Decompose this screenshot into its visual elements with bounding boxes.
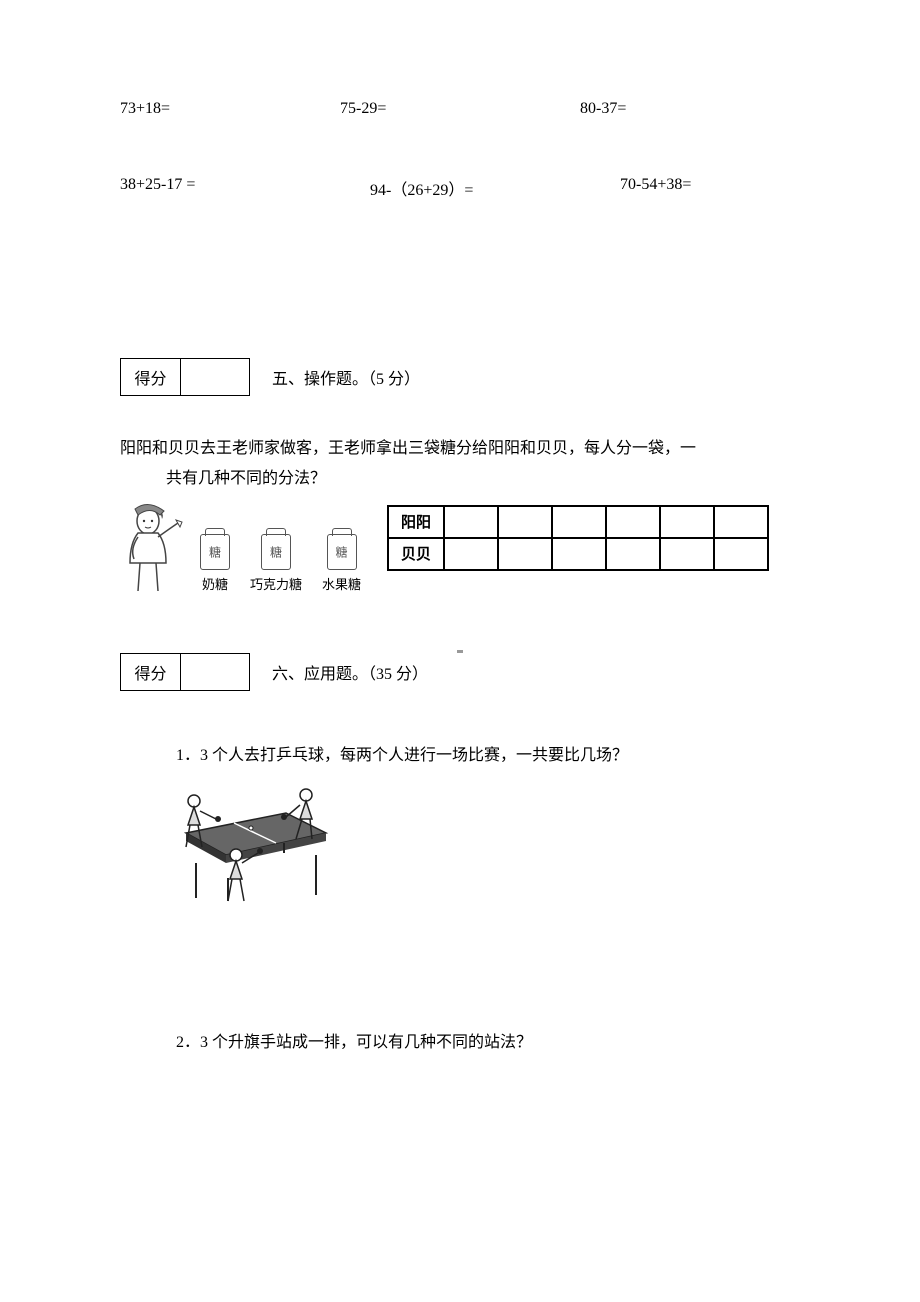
table-cell[interactable] <box>714 506 768 538</box>
teacher-icon <box>120 503 190 593</box>
section-5-title: 五、操作题。（5 分） <box>272 365 420 389</box>
candy-bag-icon: 糖 <box>261 534 291 570</box>
equations-row-2: 38+25-17 = 94-（26+29）= 70-54+38= <box>120 176 800 200</box>
table-cell[interactable] <box>444 538 498 570</box>
candy-item: 糖 水果糖 <box>322 534 361 593</box>
equation: 70-54+38= <box>620 176 691 200</box>
q5-answer-table: 阳阳 贝贝 <box>387 505 769 571</box>
section-5-header: 得分 五、操作题。（5 分） <box>120 358 800 396</box>
equations-row-1: 73+18= 75-29= 80-37= <box>120 100 800 118</box>
table-cell[interactable] <box>498 506 552 538</box>
q6-2-text: 2．3 个升旗手站成一排，可以有几种不同的站法？ <box>176 1028 800 1052</box>
candy-label: 奶糖 <box>202 574 228 593</box>
q5-text-line1: 阳阳和贝贝去王老师家做客，王老师拿出三袋糖分给阳阳和贝贝，每人分一袋，一 <box>120 440 696 457</box>
score-label: 得分 <box>121 654 181 690</box>
table-cell[interactable] <box>606 538 660 570</box>
row-header: 贝贝 <box>388 538 444 570</box>
section-6-header: 得分 六、应用题。（35 分） <box>120 653 800 691</box>
q5-text-line2: 共有几种不同的分法？ <box>120 464 800 494</box>
score-blank[interactable] <box>181 654 249 690</box>
candy-bag-icon: 糖 <box>327 534 357 570</box>
equation: 38+25-17 = <box>120 176 370 200</box>
candy-item: 糖 奶糖 <box>200 534 230 593</box>
teacher-candy-graphic: 糖 奶糖 糖 巧克力糖 糖 水果糖 <box>120 503 361 593</box>
table-cell[interactable] <box>714 538 768 570</box>
equation: 75-29= <box>340 100 580 118</box>
row-header: 阳阳 <box>388 506 444 538</box>
candy-group: 糖 奶糖 糖 巧克力糖 糖 水果糖 <box>200 534 361 593</box>
score-label: 得分 <box>121 359 181 395</box>
table-cell[interactable] <box>660 538 714 570</box>
candy-item: 糖 巧克力糖 <box>250 534 302 593</box>
candy-label: 巧克力糖 <box>250 574 302 593</box>
pingpong-icon <box>176 783 336 903</box>
score-box: 得分 <box>120 653 250 691</box>
page-mark-icon <box>457 650 463 653</box>
candy-bag-icon: 糖 <box>200 534 230 570</box>
table-cell[interactable] <box>552 538 606 570</box>
table-cell[interactable] <box>606 506 660 538</box>
table-cell[interactable] <box>498 538 552 570</box>
section-6-title: 六、应用题。（35 分） <box>272 660 428 684</box>
score-blank[interactable] <box>181 359 249 395</box>
table-cell[interactable] <box>444 506 498 538</box>
candy-label: 水果糖 <box>322 574 361 593</box>
table-cell[interactable] <box>552 506 606 538</box>
q5-graphic-row: 糖 奶糖 糖 巧克力糖 糖 水果糖 阳阳 贝贝 <box>120 503 800 593</box>
table-row: 贝贝 <box>388 538 768 570</box>
q6-1-text: 1．3 个人去打乒乓球，每两个人进行一场比赛，一共要比几场？ <box>176 741 800 765</box>
equation: 94-（26+29）= <box>370 176 620 200</box>
table-row: 阳阳 <box>388 506 768 538</box>
equation: 73+18= <box>120 100 340 118</box>
equation: 80-37= <box>580 100 626 118</box>
score-box: 得分 <box>120 358 250 396</box>
table-cell[interactable] <box>660 506 714 538</box>
q5-text: 阳阳和贝贝去王老师家做客，王老师拿出三袋糖分给阳阳和贝贝，每人分一袋，一 共有几… <box>120 434 800 495</box>
